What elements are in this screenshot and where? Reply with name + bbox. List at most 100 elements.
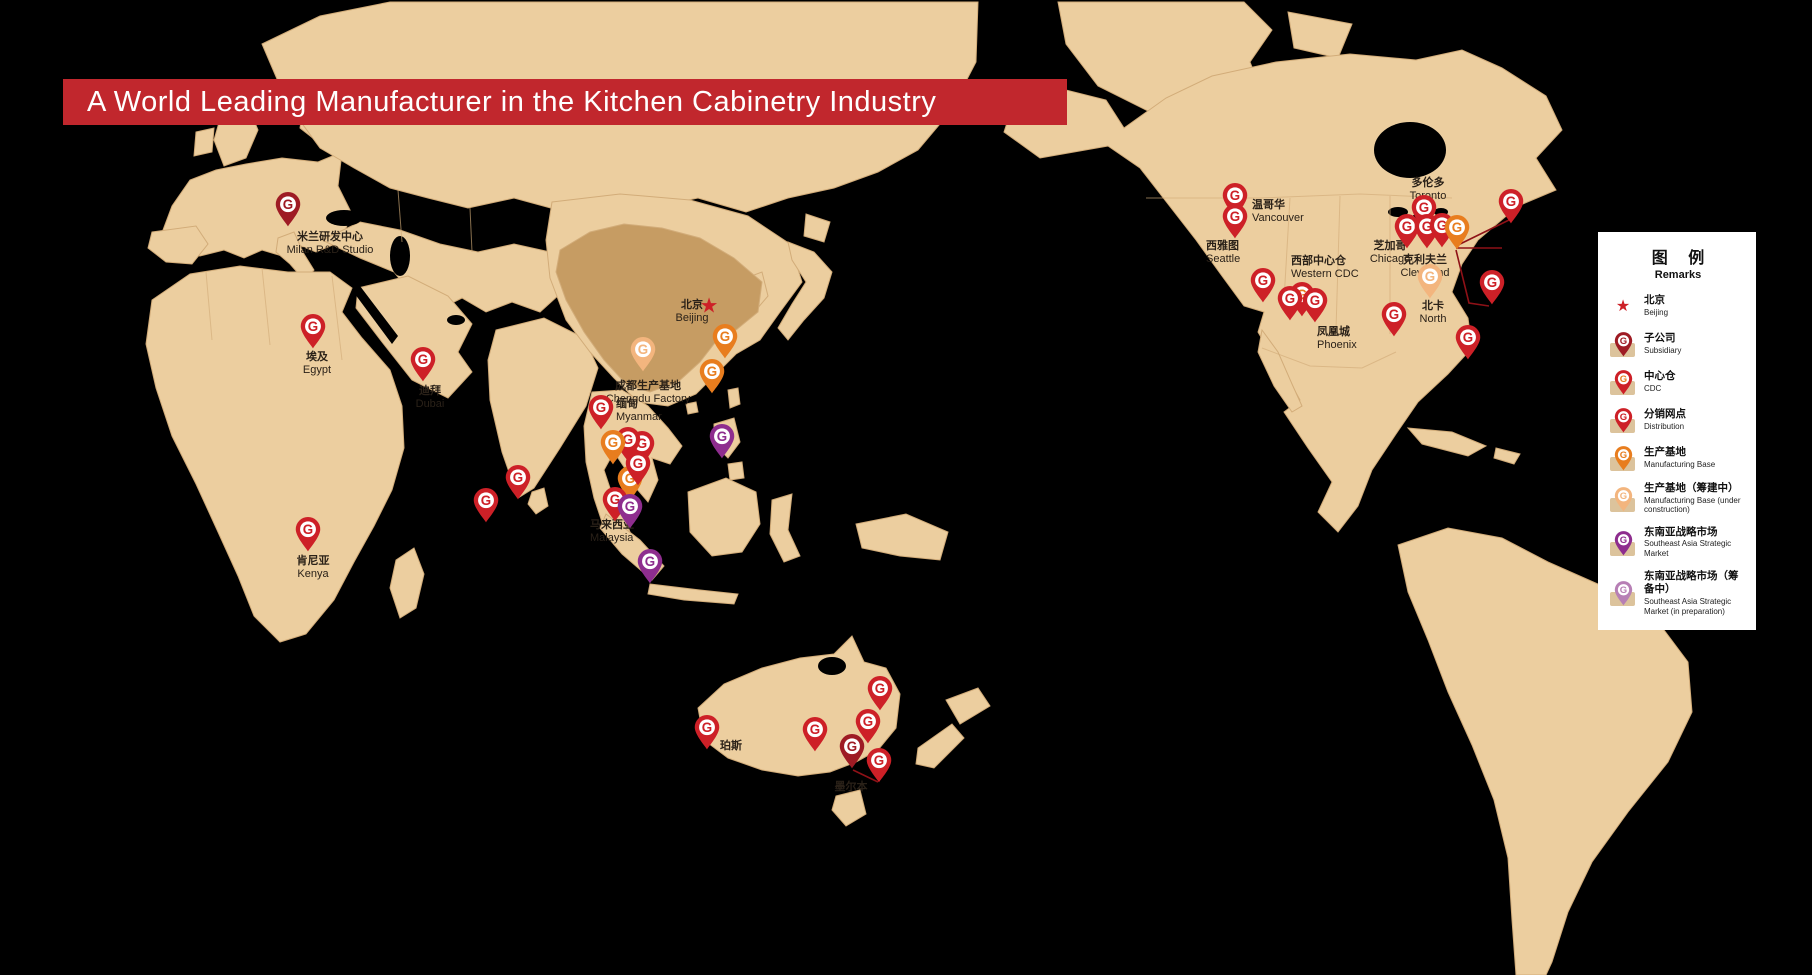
leader-line-ne-line-north [1455, 219, 1510, 247]
legend-item-cdc: G 中心仓 CDC [1608, 368, 1748, 395]
title-banner-text: A World Leading Manufacturer in the Kitc… [87, 85, 937, 118]
map-label-zh: 凤凰城 [1317, 326, 1350, 338]
map-pin-adelaide: G [802, 717, 829, 752]
svg-text:G: G [1230, 188, 1240, 203]
legend-item-distribution: G 分销网点 Distribution [1608, 406, 1748, 433]
map-label-zh: 西雅图 [1206, 240, 1239, 252]
legend-manufacturing-pin-icon: G [1608, 444, 1638, 471]
svg-text:G: G [610, 492, 620, 507]
legend-panel: 图 例 Remarks ★ 北京 Beijing G 子公司 Subsidiary G 中心仓… [1598, 232, 1756, 631]
map-pin-milan: G [275, 192, 302, 227]
svg-text:G: G [1402, 219, 1412, 234]
map-pin-southeast-us: G [1455, 325, 1482, 360]
legend-item-zh: 生产基地（筹建中） [1644, 482, 1739, 494]
svg-text:G: G [638, 342, 648, 357]
map-pin-indonesia: G [637, 549, 664, 584]
map-label-en: Chengdu Factory [605, 393, 691, 406]
map-pin-thailand: G [600, 430, 627, 465]
svg-text:G: G [863, 714, 873, 729]
map-label-malaysia: 马来西亚 Malaysia [590, 519, 634, 545]
map-pin-china-east-coast: G [712, 324, 739, 359]
map-label-dubai: 迪拜 Dubai [416, 385, 445, 411]
legend-item-sea_market: G 东南亚战略市场 Southeast Asia Strategic Market [1608, 526, 1748, 559]
map-label-en: North [1419, 313, 1447, 326]
map-pin-malaysia-sea: G [617, 494, 644, 529]
map-label-kenya: 肯尼亚 Kenya [297, 555, 330, 581]
map-label-en: Phoenix [1317, 339, 1357, 352]
hokkaido [803, 213, 831, 243]
leader-line-ne-line-south [1455, 249, 1490, 307]
svg-text:G: G [810, 722, 820, 737]
svg-text:G: G [1487, 275, 1497, 290]
legend-item-text: 分销网点 Distribution [1644, 408, 1686, 431]
beijing-star-icon: ★ [699, 294, 719, 318]
legend-item-en: CDC [1644, 383, 1662, 393]
legend-item-en: Manufacturing Base (under construction) [1644, 495, 1741, 515]
sulawesi [769, 493, 801, 563]
map-label-en: Myanmar [616, 411, 662, 424]
map-pin-ne-offshore-north: G [1498, 189, 1525, 224]
hainan [685, 401, 699, 415]
inner-seas [326, 122, 1448, 675]
svg-text:G: G [1619, 412, 1626, 423]
arabia [355, 275, 473, 399]
map-pin-cleveland-east: G [1444, 215, 1471, 250]
map-label-en: Western CDC [1291, 268, 1359, 281]
svg-text:G: G [702, 720, 712, 735]
svg-text:G: G [1419, 200, 1429, 215]
map-pin-melbourne: G [839, 734, 866, 769]
svg-text:G: G [513, 470, 523, 485]
map-pin-myanmar: G [588, 395, 615, 430]
map-label-zh: 缅甸 [616, 398, 638, 410]
legend-item-star: ★ 北京 Beijing [1608, 292, 1748, 319]
map-label-myanmar: 缅甸 Myanmar [616, 398, 662, 424]
map-pin-phoenix-east: G [1302, 288, 1329, 323]
svg-text:G: G [707, 364, 717, 379]
legend-item-subsidiary: G 子公司 Subsidiary [1608, 330, 1748, 357]
map-pin-india-south: G [505, 465, 532, 500]
legend-item-zh: 分销网点 [1644, 407, 1686, 420]
svg-text:G: G [1619, 535, 1626, 546]
map-pin-ne-offshore-south: G [1479, 270, 1506, 305]
legend-subsidiary-pin-icon: G [1608, 330, 1638, 357]
map-pin-seattle: G [1222, 204, 1249, 239]
legend-items: ★ 北京 Beijing G 子公司 Subsidiary G 中心仓 CDC G 分销网点 Dist… [1608, 292, 1748, 616]
map-label-zh: 西部中心仓 [1291, 255, 1346, 267]
map-pin-california: G [1250, 268, 1277, 303]
china-highlight [555, 223, 763, 393]
legend-item-en: Beijing [1644, 307, 1669, 317]
map-label-chengdu: 成都生产基地 Chengdu Factory [606, 380, 690, 406]
map-label-zh: 多伦多 [1411, 177, 1445, 189]
tasmania [831, 789, 867, 827]
svg-text:G: G [418, 352, 428, 367]
cuba [1406, 427, 1488, 457]
country-borders [205, 189, 1453, 369]
ireland [193, 127, 215, 157]
legend-item-en: Subsidiary [1644, 345, 1682, 355]
legend-item-zh: 北京 [1644, 293, 1665, 306]
taiwan [727, 387, 741, 409]
map-label-zh: 芝加哥 [1373, 240, 1407, 252]
legend-item-text: 生产基地 Manufacturing Base [1644, 446, 1715, 469]
map-label-zh: 北京 [681, 299, 703, 311]
map-label-zh: 墨尔本 [834, 781, 868, 793]
svg-text:G: G [1258, 273, 1268, 288]
map-label-zh: 克利夫兰 [1402, 254, 1447, 266]
svg-text:G: G [1619, 336, 1626, 347]
svg-text:G: G [1389, 307, 1399, 322]
map-label-zh: 迪拜 [419, 385, 441, 397]
svg-text:G: G [1619, 450, 1626, 461]
new-guinea [855, 513, 949, 561]
svg-text:G: G [1463, 330, 1473, 345]
legend-item-zh: 东南亚战略市场 [1644, 525, 1718, 538]
map-label-perth: 珀斯 [720, 740, 742, 753]
svg-text:G: G [481, 493, 491, 508]
map-label-en: Kenya [297, 568, 329, 581]
map-label-en: Seattle [1206, 253, 1241, 266]
svg-text:G: G [1422, 219, 1432, 234]
map-label-milan: 米兰研发中心 Milan R&D Studio [287, 231, 374, 257]
legend-item-zh: 中心仓 [1644, 369, 1676, 382]
legend-sea_market-pin-icon: G [1608, 529, 1638, 556]
svg-text:G: G [623, 432, 633, 447]
map-pin-phoenix-west: G [1277, 286, 1304, 321]
